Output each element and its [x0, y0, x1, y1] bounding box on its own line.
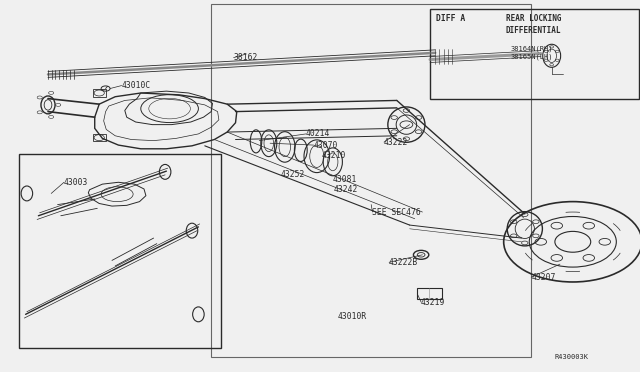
Text: 43252: 43252	[280, 170, 305, 179]
Text: SEE SEC476: SEE SEC476	[372, 208, 421, 217]
Text: 43207: 43207	[531, 273, 556, 282]
Text: 43210: 43210	[321, 151, 346, 160]
Text: 40214: 40214	[306, 129, 330, 138]
Text: REAR LOCKING
DIFFERENTIAL: REAR LOCKING DIFFERENTIAL	[506, 14, 561, 35]
Text: 43070: 43070	[314, 141, 338, 150]
Text: 38164N(RH)
38165N(LH): 38164N(RH) 38165N(LH)	[511, 45, 553, 60]
Text: 43010C: 43010C	[122, 81, 151, 90]
Text: 43081: 43081	[332, 175, 356, 184]
Text: 43003: 43003	[64, 178, 88, 187]
Text: R430003K: R430003K	[555, 354, 589, 360]
Text: 43222B: 43222B	[389, 258, 419, 267]
Text: 43010R: 43010R	[338, 312, 367, 321]
Text: 43219: 43219	[421, 298, 445, 307]
Text: 38162: 38162	[234, 53, 258, 62]
Text: 43222: 43222	[384, 138, 408, 147]
Text: DIFF A: DIFF A	[436, 14, 466, 23]
Text: 43242: 43242	[334, 185, 358, 194]
